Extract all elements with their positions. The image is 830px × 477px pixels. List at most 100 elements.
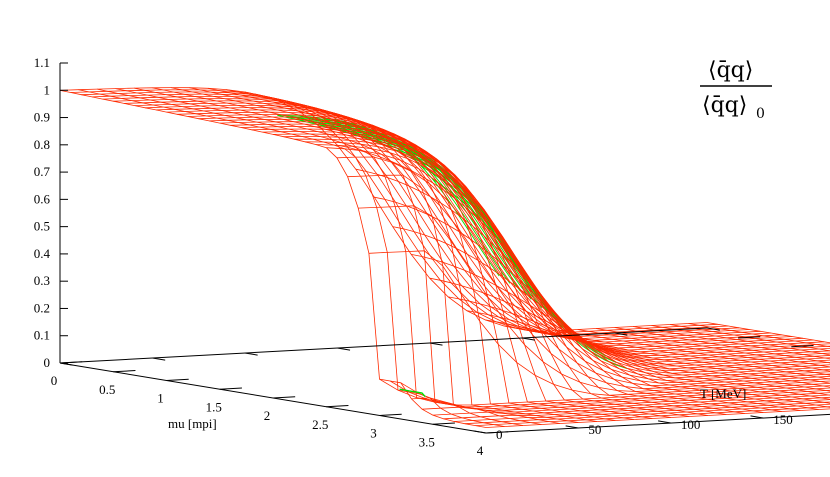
front-mesh-line	[400, 382, 830, 409]
front-mesh-line	[283, 136, 830, 374]
y-tick-mark	[473, 430, 487, 434]
z-label-denominator: ⟨q̄q⟩	[702, 93, 747, 118]
x-tick-label: 0.5	[99, 382, 115, 397]
front-mesh-line	[113, 98, 761, 341]
x-tick-mark	[272, 396, 296, 399]
front-mesh-line	[432, 396, 830, 416]
front-mesh-line	[688, 323, 830, 348]
front-mesh-line	[262, 131, 830, 370]
front-mesh-line	[91, 93, 740, 338]
y-tick-mark	[657, 420, 671, 424]
y-tick-mark-far	[244, 352, 258, 356]
x-tick-mark	[326, 405, 349, 408]
y-tick-mark-far	[614, 332, 628, 336]
z-tick-label: 0.6	[34, 191, 51, 206]
front-mesh-line	[347, 174, 830, 390]
front-mesh-line	[336, 156, 830, 387]
x-tick-mark	[166, 378, 189, 381]
x-tick-label: 2.5	[312, 417, 328, 432]
front-mesh-line	[145, 105, 793, 347]
front-mesh-line	[187, 114, 830, 354]
x-tick-mark	[113, 370, 136, 373]
y-tick-label: 0	[496, 427, 503, 442]
front-mesh-line	[706, 322, 830, 344]
front-mesh-line	[59, 87, 708, 332]
x-tick-mark	[379, 413, 402, 416]
front-mesh-line	[651, 325, 830, 356]
z-label-subscript: 0	[756, 106, 765, 122]
front-mesh-line	[70, 89, 718, 334]
front-mesh-line	[209, 118, 830, 359]
y-tick-mark-far	[522, 337, 536, 341]
y-tick-label: 50	[588, 422, 601, 437]
front-mesh-line	[633, 326, 830, 360]
y-tick-mark-far	[429, 342, 443, 346]
z-tick-label: 0.9	[34, 110, 50, 125]
front-green-strip	[399, 388, 426, 398]
y-tick-mark	[750, 415, 764, 419]
z-tick-label: 1	[44, 82, 51, 97]
z-tick-label: 0.4	[34, 246, 51, 261]
front-mesh-line	[315, 144, 830, 381]
back-mesh-line	[373, 140, 596, 349]
z-tick-label: 0.7	[34, 164, 51, 179]
y-axis-line	[485, 413, 830, 434]
front-mesh-line	[177, 111, 825, 353]
front-mesh-line	[134, 102, 782, 345]
x-tick-label: 4	[477, 443, 484, 458]
front-mesh-line	[244, 91, 671, 418]
front-mesh-line	[198, 116, 830, 357]
front-mesh-line	[166, 109, 814, 351]
front-mesh-line	[374, 196, 801, 411]
front-mesh-line	[422, 394, 830, 413]
z-axis-label: ⟨q̄q⟩ ⟨q̄q⟩ 0	[700, 58, 772, 122]
y-tick-label: 150	[773, 412, 793, 427]
front-mesh-line	[485, 408, 830, 428]
x-tick-mark-far	[738, 336, 761, 339]
x-tick-mark	[59, 361, 83, 364]
front-mesh-line	[379, 378, 830, 406]
x-tick-label: 1.5	[206, 399, 222, 414]
z-tick-label: 1.1	[34, 55, 50, 70]
x-tick-label: 1	[157, 391, 164, 406]
y-tick-mark-far	[59, 362, 73, 366]
front-mesh-line	[475, 406, 830, 426]
z-tick-label: 0.8	[34, 137, 50, 152]
y-axis-line-back	[59, 327, 708, 364]
front-mesh-line	[272, 133, 830, 371]
front-mesh-line	[358, 205, 830, 392]
y-tick-label: 100	[681, 417, 701, 432]
front-mesh-line	[326, 147, 830, 384]
front-mesh-line	[368, 250, 830, 396]
front-mesh-line	[81, 91, 729, 336]
x-tick-mark-far	[791, 345, 814, 348]
front-mesh-line	[123, 100, 771, 343]
front-mesh-line	[464, 403, 830, 425]
front-mesh-line	[230, 123, 830, 363]
x-tick-mark	[219, 387, 242, 390]
z-tick-label: 0.1	[34, 328, 50, 343]
front-mesh-line	[443, 399, 830, 420]
z-tick-label: 0	[44, 355, 51, 370]
surface-front-mesh	[59, 87, 830, 428]
z-tick-label: 0.5	[34, 219, 50, 234]
front-mesh-line	[219, 121, 830, 361]
front-mesh-line	[389, 380, 830, 408]
x-tick-label: 0	[51, 373, 58, 388]
front-mesh-line	[59, 90, 487, 428]
y-axis-label: T [MeV]	[700, 386, 746, 401]
x-tick-label: 2	[264, 408, 271, 423]
tick-labels: 0 0.1 0.2 0.3 0.4 0.5 0.6 0.7 0.8 0.9 1 1.1 0 0.5 1 1.5…	[34, 55, 814, 458]
front-mesh-line	[669, 324, 830, 352]
front-mesh-line	[207, 87, 634, 420]
front-mesh-line	[251, 128, 830, 367]
y-tick-mark-far	[706, 327, 720, 331]
front-mesh-line	[155, 107, 803, 349]
x-axis-label: mu [mpi]	[168, 416, 217, 431]
front-mesh-line	[411, 392, 830, 411]
x-tick-label: 3.5	[419, 434, 435, 449]
axes	[59, 63, 830, 434]
front-mesh-line	[304, 141, 830, 379]
x-tick-mark	[485, 431, 509, 434]
